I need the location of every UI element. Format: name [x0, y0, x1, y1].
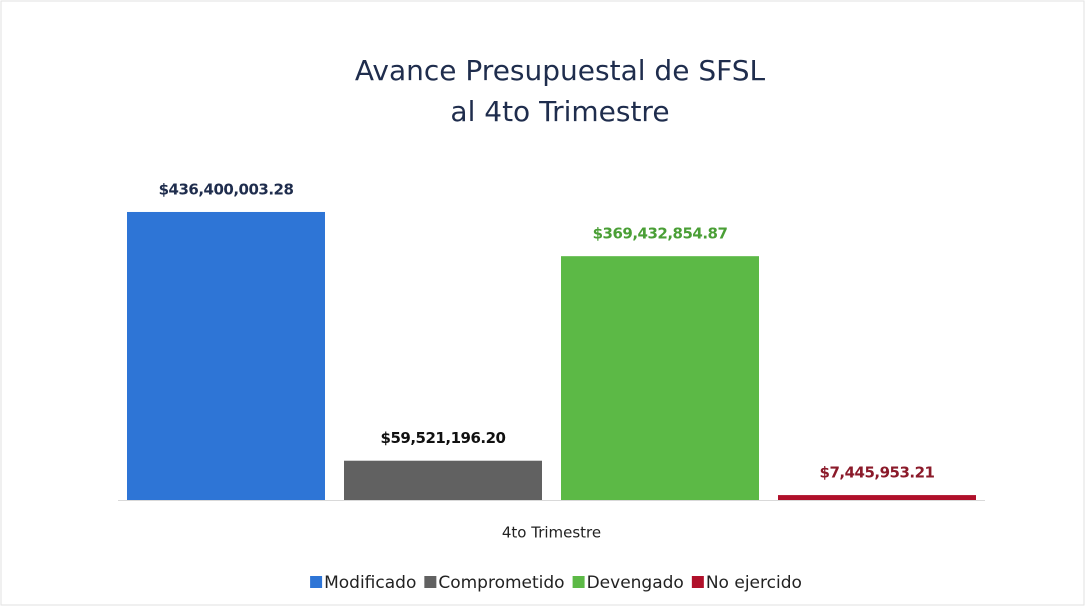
- chart-title: al 4to Trimestre: [450, 95, 669, 128]
- bar: [561, 256, 759, 500]
- legend-swatch: [691, 576, 704, 588]
- bar: [344, 460, 542, 500]
- data-label: $7,445,953.21: [820, 464, 935, 482]
- x-tick-label: 4to Trimestre: [502, 524, 601, 542]
- legend-swatch: [310, 576, 323, 588]
- data-label: $59,521,196.20: [381, 429, 506, 447]
- legend-label: Devengado: [587, 573, 684, 593]
- data-label: $436,400,003.28: [159, 180, 294, 198]
- bar: [127, 211, 325, 500]
- data-label: $369,432,854.87: [593, 225, 728, 243]
- legend-swatch: [424, 576, 437, 588]
- legend-label: Comprometido: [438, 573, 564, 593]
- chart-title: Avance Presupuestal de SFSL: [355, 54, 766, 87]
- bar: [778, 495, 976, 500]
- legend-label: Modificado: [324, 573, 416, 593]
- legend-swatch: [572, 576, 585, 588]
- legend-label: No ejercido: [706, 573, 802, 593]
